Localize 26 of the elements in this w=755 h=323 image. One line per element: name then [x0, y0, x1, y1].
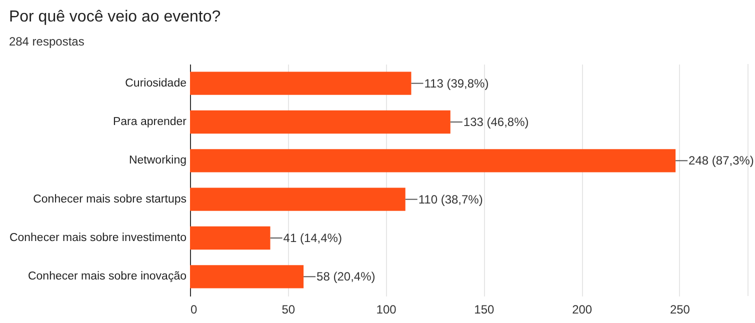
y-tick-label: Conhecer mais sobre investimento — [9, 232, 186, 244]
chart-title: Por quê você veio ao evento? — [8, 8, 221, 26]
bar — [190, 265, 304, 288]
x-tick-label: 150 — [474, 302, 495, 316]
bar — [190, 188, 406, 211]
data-label: 41 (14,4%) — [283, 231, 342, 245]
x-tick-label: 100 — [376, 302, 397, 316]
text: 284 respostas — [8, 34, 84, 48]
y-tick-label: Conhecer mais sobre inovação — [28, 270, 186, 283]
data-label: 133 (46,8%) — [463, 115, 529, 129]
data-label: 110 (38,7%) — [418, 192, 483, 206]
bar — [190, 149, 676, 172]
y-tick-label: Conhecer mais sobre startups — [33, 193, 187, 206]
bar — [190, 72, 412, 95]
y-tick-label: Networking — [128, 154, 186, 167]
y-tick-label: Para aprender — [112, 116, 187, 128]
x-tick-label: 200 — [572, 302, 592, 316]
x-tick-label: 0 — [190, 302, 198, 316]
x-tick-label: 250 — [670, 302, 690, 316]
bar — [190, 110, 450, 134]
x-tick-label: 50 — [282, 302, 296, 316]
bar — [190, 226, 270, 250]
y-tick-label: Curiosidade — [125, 77, 186, 90]
data-label: 248 (87,3%) — [688, 154, 754, 168]
data-label: 58 (20,4%) — [316, 270, 376, 284]
data-label: 113 (39,8%) — [424, 76, 489, 90]
